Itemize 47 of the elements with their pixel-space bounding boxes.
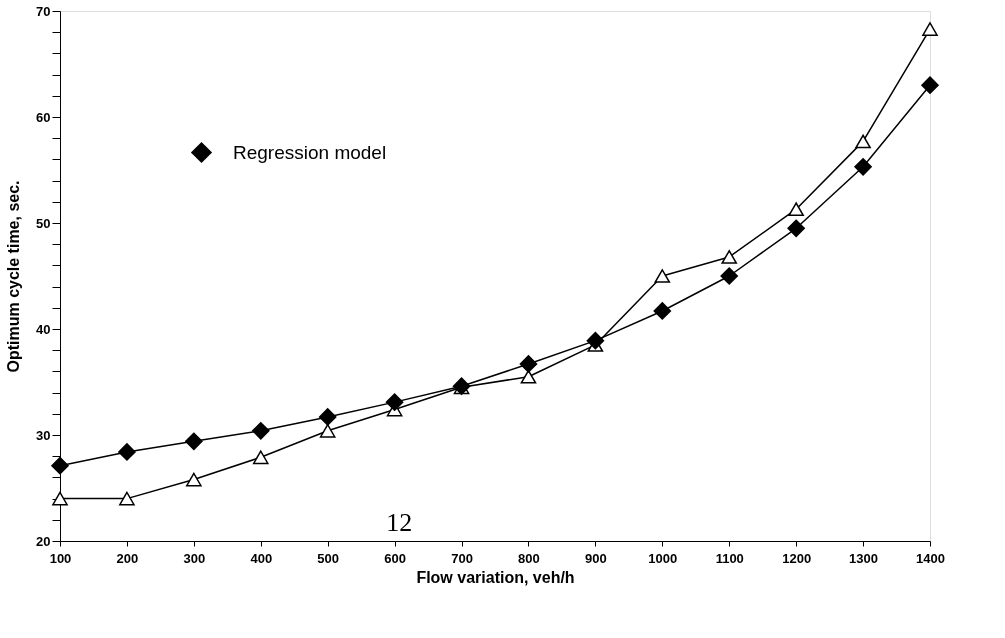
point: [252, 450, 269, 465]
x-tick-label: 900: [585, 550, 607, 566]
y-tick-label: 40: [36, 321, 51, 337]
x-tick-label: 700: [451, 550, 473, 566]
x-tick-label: 200: [116, 550, 139, 566]
x-tick-label: 1400: [916, 550, 945, 566]
point: [653, 302, 672, 320]
point: [118, 443, 136, 461]
point: [119, 491, 135, 506]
x-tick-label: 1300: [849, 550, 879, 566]
y-tick-label: 50: [36, 215, 51, 231]
point: [720, 267, 739, 285]
point: [787, 219, 805, 238]
point: [519, 355, 538, 373]
x-tick-label: 1100: [715, 550, 744, 566]
point: [922, 22, 938, 36]
annotation: 12: [386, 508, 413, 537]
point: [854, 158, 872, 176]
x-axis-title: Flow variation, veh/h: [416, 568, 575, 586]
point: [318, 408, 337, 426]
point: [721, 250, 738, 264]
point: [586, 331, 605, 350]
x-tick-label: 1200: [782, 550, 812, 566]
x-tick-label: 300: [183, 550, 206, 566]
x-tick-label: 1000: [648, 550, 678, 566]
point: [185, 432, 203, 451]
y-tick-label: 30: [36, 427, 51, 443]
point: [654, 269, 671, 283]
point: [520, 369, 537, 384]
point: [788, 202, 804, 217]
y-tick-label: 60: [36, 109, 51, 125]
point: [855, 134, 871, 149]
y-tick-label: 20: [36, 533, 51, 549]
y-tick-label: 70: [36, 3, 51, 19]
legend-label: Regression model: [233, 141, 387, 163]
point: [385, 393, 404, 411]
x-tick-label: 500: [317, 550, 340, 566]
point: [319, 423, 336, 438]
point: [251, 421, 270, 440]
y-axis-title: Optimum cycle time, sec.: [5, 180, 23, 373]
x-tick-label: 400: [250, 550, 273, 566]
x-tick-label: 800: [518, 550, 540, 566]
x-tick-label: 600: [384, 550, 406, 566]
point: [51, 456, 69, 475]
point: [186, 472, 202, 487]
x-tick-label: 100: [49, 550, 72, 566]
point: [921, 76, 939, 95]
